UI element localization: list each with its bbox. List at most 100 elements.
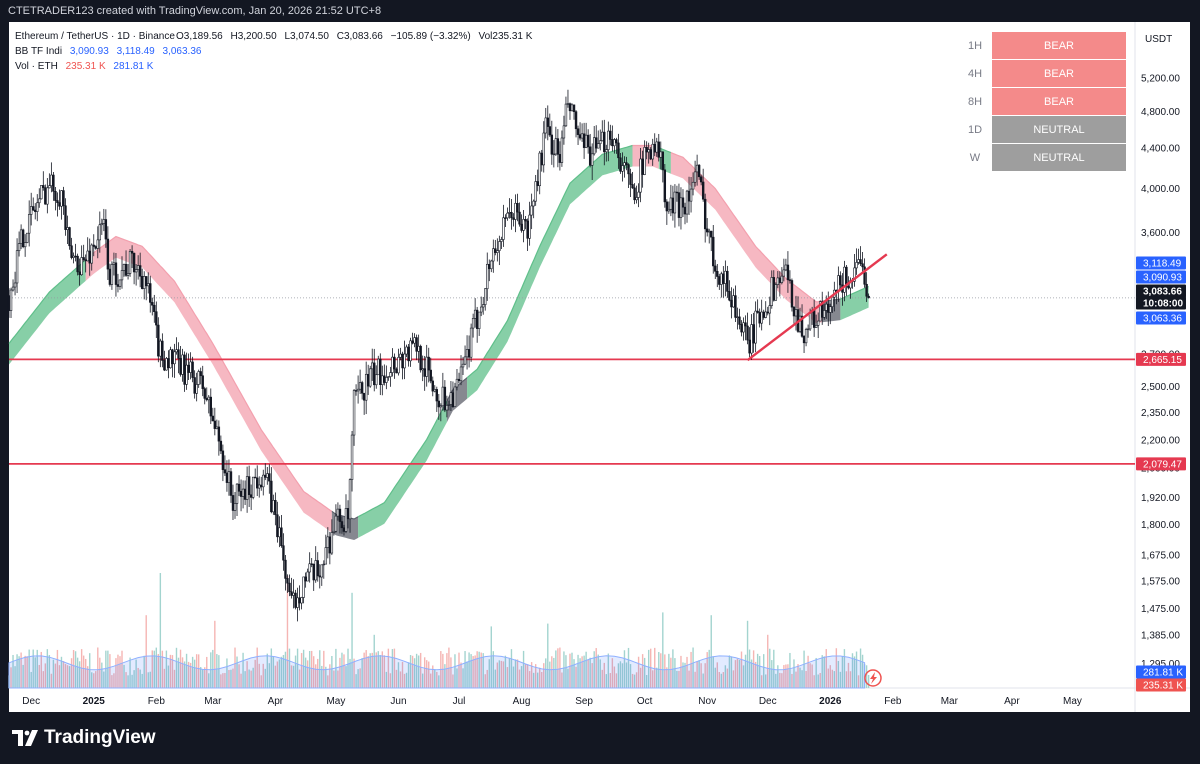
volume-bar: [12, 654, 14, 688]
volume-bar: [421, 673, 424, 688]
volume-bar: [407, 662, 410, 688]
candle-body: [778, 277, 782, 283]
volume-bar: [748, 649, 751, 688]
credit-text: CTETRADER123 created with TradingView.co…: [8, 5, 382, 17]
candle-body: [377, 358, 380, 376]
volume-bar: [97, 647, 99, 688]
volume-bar: [36, 649, 38, 688]
candle-body: [609, 130, 612, 140]
candle-body: [611, 139, 614, 147]
volume-bar: [740, 651, 743, 688]
candle-body: [143, 276, 146, 289]
volume-bar: [315, 664, 317, 688]
candle-body: [814, 325, 818, 328]
volume-bar: [300, 653, 303, 688]
volume-bar: [195, 654, 198, 688]
volume-bar: [825, 649, 827, 688]
volume-bar: [391, 649, 394, 688]
volume-bar: [107, 650, 109, 688]
volume-bar: [18, 656, 20, 688]
volume-bar: [202, 669, 204, 688]
volume-bar: [627, 647, 630, 688]
candle-body: [278, 527, 281, 538]
candle-body: [687, 190, 691, 202]
volume-bar: [24, 655, 26, 688]
volume-bar: [14, 666, 16, 688]
candle-body: [27, 214, 31, 234]
y-tick-label: 1,575.00: [1141, 576, 1180, 587]
candle-body: [691, 181, 695, 190]
volume-bar: [135, 659, 137, 688]
candle-body: [643, 147, 646, 175]
candle-body: [92, 244, 95, 247]
volume-bar: [855, 651, 858, 688]
candle-body: [597, 143, 600, 149]
candle-body: [748, 339, 751, 354]
volume-bar: [405, 672, 408, 688]
candle-body: [86, 250, 89, 262]
trend-band-edge: [840, 285, 869, 300]
candle-body: [356, 388, 360, 392]
volume-bar: [347, 648, 349, 688]
volume-bar: [716, 662, 718, 688]
volume-bar: [363, 652, 365, 688]
volume-bar: [91, 672, 93, 688]
volume-label: 281.81 K: [1143, 668, 1183, 679]
candle-body: [722, 273, 725, 284]
candle-body: [584, 134, 588, 148]
volume-average-area: [8, 655, 866, 689]
volume-bar: [526, 664, 529, 688]
volume-bar: [462, 668, 464, 688]
candle-body: [473, 309, 477, 319]
price-label-bg: [1136, 256, 1186, 270]
legend-low: L3,074.50: [284, 31, 329, 42]
trend-band-segment: [358, 401, 447, 538]
volume-bar: [349, 658, 351, 688]
volume-bar: [726, 668, 729, 688]
tf-status-bg: [992, 116, 1126, 143]
legend-vol-v1: 235.31 K: [66, 61, 106, 72]
candle-body: [661, 151, 665, 171]
volume-bar: [809, 663, 811, 688]
x-tick-label: Jun: [390, 696, 406, 707]
candle-body: [100, 223, 104, 226]
volume-bar: [379, 655, 381, 688]
candle-body: [607, 130, 610, 150]
volume-bar: [656, 667, 658, 688]
volume-bar: [649, 648, 652, 688]
volume-bar: [811, 664, 813, 688]
volume-bar: [244, 671, 246, 688]
candle-body: [385, 377, 388, 383]
volume-bar: [514, 659, 517, 688]
candle-body: [488, 263, 491, 270]
volume-bar: [488, 659, 490, 688]
volume-bar: [335, 648, 337, 688]
volume-bar: [472, 656, 474, 688]
candle-body: [288, 582, 291, 593]
volume-bar: [125, 672, 127, 688]
volume-bar: [633, 674, 636, 688]
volume-bar: [294, 655, 297, 688]
volume-bar: [559, 647, 561, 688]
candle-body: [802, 336, 806, 344]
candle-body: [64, 205, 67, 230]
candle-body: [463, 356, 467, 365]
candle-body: [395, 368, 398, 374]
candle-body: [693, 171, 697, 183]
candle-body: [520, 223, 523, 231]
candle-body: [665, 201, 669, 212]
volume-bar: [327, 675, 329, 688]
candle-body: [701, 181, 705, 200]
candle-body: [231, 495, 235, 511]
candle-body: [124, 263, 128, 276]
volume-bar: [60, 656, 63, 688]
lightning-icon[interactable]: [864, 669, 882, 687]
candle-body: [780, 275, 784, 283]
candle-body: [726, 270, 729, 292]
candle-body: [829, 306, 832, 313]
y-tick-label: 3,600.00: [1141, 228, 1180, 239]
volume-bar: [329, 664, 331, 688]
volume-bar: [317, 658, 319, 688]
candle-body: [586, 134, 590, 148]
